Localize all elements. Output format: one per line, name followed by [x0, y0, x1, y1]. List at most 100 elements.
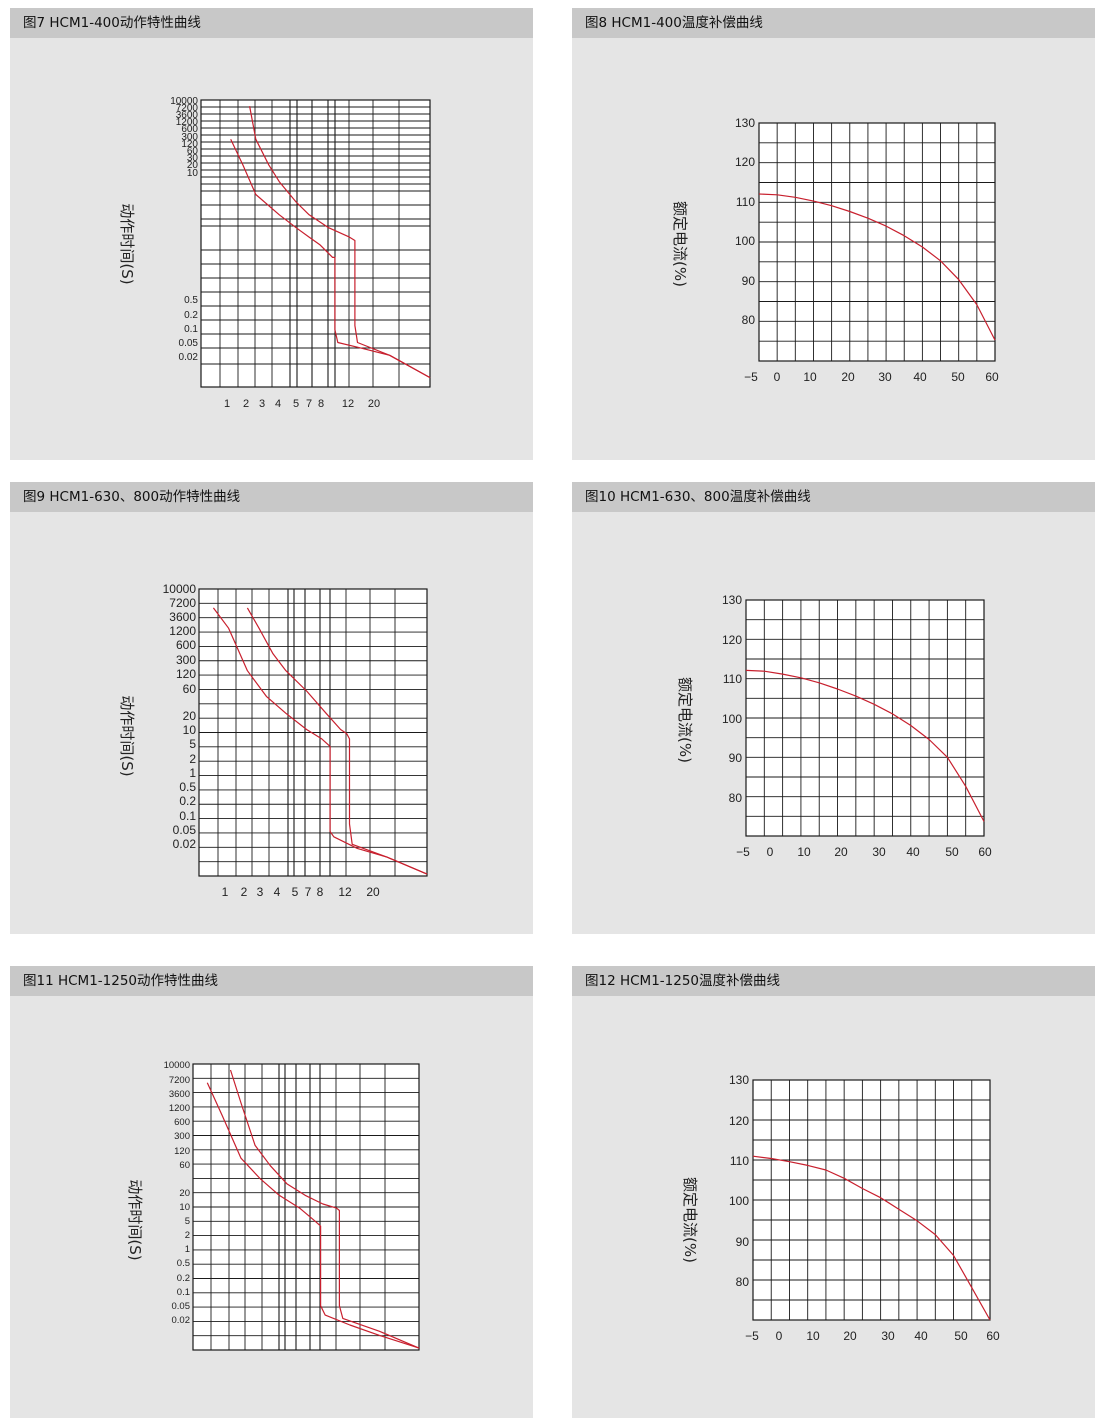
- y-axis-label: 额定电流(%): [681, 1177, 699, 1263]
- y-tick-label: 80: [729, 791, 743, 805]
- x-tick-label: 4: [275, 398, 281, 410]
- y-tick-label: 120: [735, 155, 755, 169]
- x-tick-label: 5: [293, 398, 299, 410]
- y-tick-label: 0.5: [177, 1258, 190, 1269]
- y-tick-label: 120: [722, 633, 742, 647]
- y-tick-label: 5: [185, 1216, 190, 1227]
- panel-fig7: 图7 HCM1-400动作特性曲线 10000 7200 3600 1200 600 30…: [10, 8, 533, 460]
- x-tick-label: 4: [274, 885, 281, 899]
- x-tick-label: 60: [985, 370, 999, 384]
- y-tick-label: 80: [736, 1275, 750, 1289]
- y-tick-label: 110: [730, 1154, 749, 1168]
- chart-fig12: 130 120 110 100 90 80 −5 0 10 20 30 40 50 60 额定电流(%): [681, 1073, 1000, 1343]
- x-tick-label: 60: [978, 845, 992, 859]
- x-tick-label: −5: [736, 845, 750, 859]
- x-tick-label: 0: [767, 845, 774, 859]
- y-tick-label: 130: [735, 116, 755, 130]
- x-tick-label: 20: [841, 370, 855, 384]
- y-tick-label: 10000: [170, 96, 198, 107]
- y-tick-label: 60: [183, 682, 197, 696]
- x-tick-label: 30: [881, 1329, 895, 1343]
- y-tick-label: 100: [722, 712, 742, 726]
- y-tick-label: 90: [729, 751, 743, 765]
- y-axis-label: 动作时间(S): [118, 203, 136, 284]
- y-axis-label: 动作时间(S): [126, 1179, 144, 1260]
- y-tick-label: 90: [742, 274, 756, 288]
- x-tick-label: 3: [257, 885, 264, 899]
- y-tick-label: 600: [174, 1117, 190, 1128]
- y-tick-label: 3600: [169, 1089, 190, 1100]
- y-tick-label: 2: [185, 1230, 190, 1241]
- y-tick-label: 300: [176, 653, 196, 667]
- panel-fig10: 图10 HCM1-630、800温度补偿曲线 130 120 110 100 90 80−…: [572, 482, 1095, 934]
- y-tick-label: 300: [174, 1131, 190, 1142]
- x-tick-label: 50: [954, 1329, 968, 1343]
- panel-title: 图9 HCM1-630、800动作特性曲线: [10, 482, 533, 512]
- x-tick-label: 30: [872, 845, 886, 859]
- y-tick-label: 0.02: [179, 352, 199, 363]
- x-tick-label: 12: [342, 398, 354, 410]
- y-tick-label: 0.1: [184, 324, 198, 335]
- panel-title: 图10 HCM1-630、800温度补偿曲线: [572, 482, 1095, 512]
- x-tick-label: 12: [338, 885, 352, 899]
- y-tick-label: 80: [742, 313, 756, 327]
- y-axis-label: 额定电流(%): [671, 201, 689, 287]
- curve-series-1: [752, 1155, 991, 1321]
- y-tick-label: 0.5: [179, 780, 196, 794]
- y-axis-label: 动作时间(S): [118, 695, 136, 776]
- plot-area: [200, 99, 431, 388]
- chart-fig11: 10000 7200 3600 1200 600 300 120 60 20 10 5 2 1 0.5 0.…: [126, 1060, 420, 1351]
- x-tick-label: 20: [834, 845, 848, 859]
- y-tick-label: 120: [176, 667, 196, 681]
- x-tick-label: 30: [878, 370, 892, 384]
- curve-series-1: [206, 1082, 420, 1349]
- x-tick-label: 8: [318, 398, 324, 410]
- y-tick-label: 120: [181, 139, 198, 150]
- x-tick-label: 7: [306, 398, 312, 410]
- y-tick-label: 100: [735, 234, 755, 248]
- chart-fig9: 100007200360012006003001206020105210.50.…: [118, 582, 428, 899]
- x-tick-label: 20: [366, 885, 380, 899]
- y-tick-label: 120: [174, 1146, 190, 1157]
- chart-fig8: 130 120 110 100 90 80 −5 0 10 20 30 40 50 60 额定电流(%): [671, 116, 999, 384]
- y-tick-label: 0.5: [184, 295, 198, 306]
- panel-title: 图7 HCM1-400动作特性曲线: [10, 8, 533, 38]
- y-tick-label: 20: [187, 160, 199, 171]
- y-tick-label: 10: [183, 723, 197, 737]
- x-tick-label: 0: [776, 1329, 783, 1343]
- y-tick-label: 100: [729, 1194, 749, 1208]
- panel-fig9: 图9 HCM1-630、800动作特性曲线 10000 7200 3600 1200 6…: [10, 482, 533, 934]
- x-tick-label: 40: [914, 1329, 928, 1343]
- y-tick-label: 1200: [169, 624, 196, 638]
- y-tick-label: 20: [179, 1188, 190, 1199]
- chart-fig7: 10000720036001200600300120603020100.50.2…: [118, 96, 431, 410]
- panel-fig8: 图8 HCM1-400温度补偿曲线 130 120 110 100 90 80 −5 0 10 2…: [572, 8, 1095, 460]
- x-tick-label: 5: [292, 885, 299, 899]
- y-tick-label: 1: [189, 766, 196, 780]
- chart-fig10: 130 120 110 100 90 80 −5 0 10 20 30 40 50 60 额定电流(%): [676, 593, 992, 859]
- x-tick-label: 2: [243, 398, 249, 410]
- y-tick-label: 90: [736, 1235, 750, 1249]
- y-tick-label: 7200: [169, 1075, 190, 1086]
- y-tick-label: 10000: [164, 1060, 190, 1071]
- x-tick-label: 8: [317, 885, 324, 899]
- y-tick-label: 10000: [163, 582, 197, 596]
- y-tick-label: 0.2: [184, 310, 198, 321]
- y-tick-label: 10: [179, 1202, 190, 1213]
- y-tick-label: 60: [179, 1160, 190, 1171]
- panel-fig11: 图11 HCM1-1250动作特性曲线 10000 7200 3600 1200 600…: [10, 966, 533, 1418]
- y-tick-label: 7200: [176, 103, 199, 114]
- y-tick-label: 130: [729, 1073, 749, 1087]
- x-tick-label: 3: [259, 398, 265, 410]
- x-tick-label: 10: [803, 370, 817, 384]
- y-tick-label: 130: [722, 593, 742, 607]
- panel-title: 图12 HCM1-1250温度补偿曲线: [572, 966, 1095, 996]
- y-axis-label: 额定电流(%): [676, 677, 694, 763]
- y-tick-label: 3600: [176, 110, 199, 121]
- x-tick-label: 0: [774, 370, 781, 384]
- y-tick-label: 1: [185, 1244, 190, 1255]
- panel-title: 图8 HCM1-400温度补偿曲线: [572, 8, 1095, 38]
- x-tick-label: 40: [913, 370, 927, 384]
- x-tick-label: 40: [906, 845, 920, 859]
- x-tick-label: 10: [806, 1329, 820, 1343]
